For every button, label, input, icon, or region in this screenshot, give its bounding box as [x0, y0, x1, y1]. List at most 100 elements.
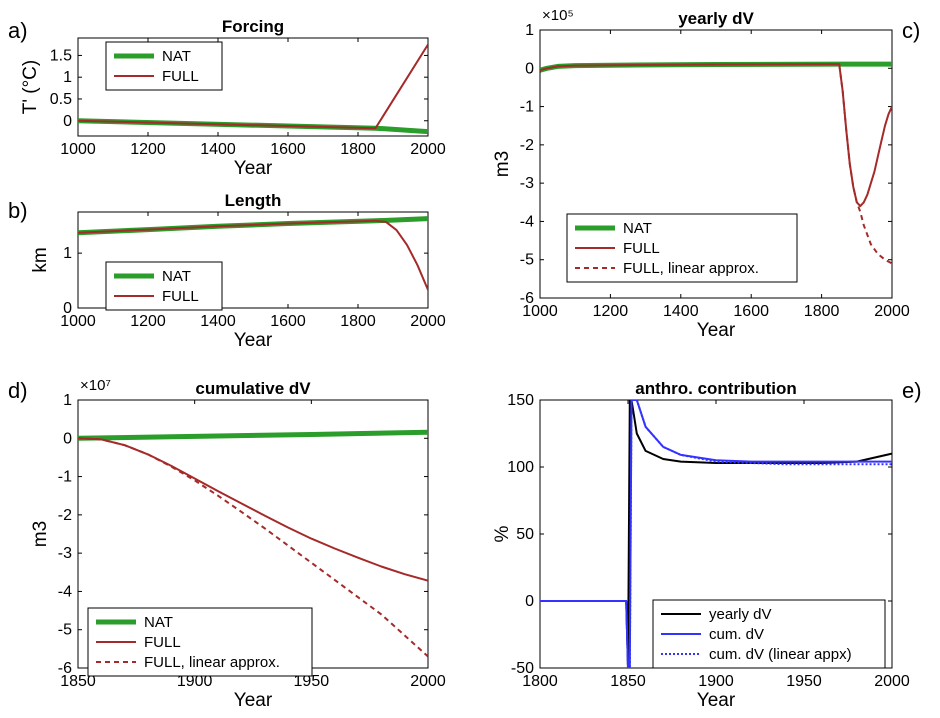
x-tick-label-c: 1600 [733, 303, 769, 320]
x-tick-label-b: 1800 [340, 313, 376, 330]
y-tick-label-e: 150 [507, 392, 534, 409]
x-axis-label-e: Year [697, 690, 736, 711]
panel-c-yearly-dv: 1000 1200 1400 1600 1800 2000 -6 -5 -4 -3 -2 -1 0 1 ye… [492, 7, 910, 341]
axes-box-a [77, 37, 429, 137]
legend-label-b-0: NAT [162, 268, 191, 285]
panel-letter-a: a) [8, 18, 28, 43]
legend-a: NAT FULL [105, 41, 223, 91]
y-tick-label-e: 0 [525, 593, 534, 610]
x-tick-label-b: 1200 [130, 313, 166, 330]
panel-letter-d: d) [8, 378, 28, 403]
y-tick-label-c: -2 [520, 137, 534, 154]
x-tick-label-a: 1000 [60, 141, 96, 158]
y-tick-label-a: 1 [63, 69, 72, 86]
y-tick-label-c: 0 [525, 60, 534, 77]
legend-label-e-2: cum. dV (linear appx) [709, 646, 852, 663]
series-line-e-2 [540, 400, 892, 668]
series-line-c-1 [540, 63, 892, 208]
series-line-c-2 [838, 63, 892, 265]
y-tick-label-c: -6 [520, 290, 534, 307]
legend-label-c-2: FULL, linear approx. [623, 260, 759, 277]
x-tick-label-e: 1950 [786, 673, 822, 690]
legend-b: NAT FULL [105, 261, 223, 311]
y-tick-label-c: -4 [520, 213, 534, 230]
x-tick-label-a: 1200 [130, 141, 166, 158]
x-tick-label-b: 1000 [60, 313, 96, 330]
x-tick-label-d: 1950 [294, 673, 330, 690]
chart-title-b: Length [225, 191, 282, 210]
legend-box-b [105, 261, 223, 311]
y-tick-label-b: 0 [63, 300, 72, 317]
panel-letter-b: b) [8, 198, 28, 223]
y-tick-label-d: 1 [63, 392, 72, 409]
y-tick-label-b: 1 [63, 245, 72, 262]
legend-label-a-1: FULL [162, 68, 199, 85]
legend-d: NAT FULL FULL, linear approx. [87, 607, 313, 677]
x-tick-label-c: 1400 [663, 303, 699, 320]
x-axis-label-a: Year [234, 158, 273, 179]
legend-label-c-1: FULL [623, 240, 660, 257]
y-axis-label-d: m3 [30, 521, 51, 547]
y-tick-label-c: -5 [520, 252, 534, 269]
x-tick-label-c: 1800 [804, 303, 840, 320]
panel-letter-e: e) [902, 378, 922, 403]
y-tick-label-a: 1.5 [50, 47, 72, 64]
series-line-e-0 [540, 400, 892, 668]
series-line-b-1 [78, 219, 428, 291]
x-tick-label-a: 1400 [200, 141, 236, 158]
x-tick-label-b: 1600 [270, 313, 306, 330]
axes-box-b [77, 211, 429, 309]
x-tick-label-d: 2000 [410, 673, 446, 690]
series-line-d-0 [78, 429, 428, 441]
chart-title-a: Forcing [222, 17, 284, 36]
y-axis-label-e: % [492, 525, 513, 542]
x-tick-label-e: 1800 [522, 673, 558, 690]
x-axis-label-d: Year [234, 690, 273, 711]
y-tick-label-c: -3 [520, 175, 534, 192]
series-line-e-1 [540, 400, 892, 668]
panel-e-anthro-contribution: 1800 1850 1900 1950 2000 -50 0 50 100 150 anthro. … [492, 379, 910, 711]
x-tick-label-d: 1850 [60, 673, 96, 690]
x-tick-label-a: 1800 [340, 141, 376, 158]
x-tick-label-c: 2000 [874, 303, 910, 320]
x-tick-label-e: 2000 [874, 673, 910, 690]
panel-letter-c: c) [902, 18, 920, 43]
series-line-a-1 [78, 43, 428, 130]
x-tick-label-e: 1850 [610, 673, 646, 690]
legend-label-e-1: cum. dV [709, 626, 764, 643]
x-tick-label-a: 2000 [410, 141, 446, 158]
y-tick-label-c: -1 [520, 99, 534, 116]
x-tick-label-e: 1900 [698, 673, 734, 690]
x-tick-label-c: 1000 [522, 303, 558, 320]
legend-e: yearly dV cum. dV cum. dV (linear appx) [652, 599, 886, 669]
legend-label-d-0: NAT [144, 614, 173, 631]
y-tick-label-d: 0 [63, 430, 72, 447]
y-tick-label-d: -3 [58, 545, 72, 562]
chart-title-d: cumulative dV [195, 379, 311, 398]
legend-label-d-1: FULL [144, 634, 181, 651]
legend-c: NAT FULL FULL, linear approx. [566, 213, 798, 283]
x-tick-label-c: 1200 [593, 303, 629, 320]
x-axis-label-b: Year [234, 330, 273, 351]
y-tick-label-e: 50 [516, 526, 534, 543]
panel-d-cumulative-dv: 1850 1900 1950 2000 -6 -5 -4 -3 -2 -1 0 1 cumulative… [30, 377, 446, 711]
y-tick-label-a: 0.5 [50, 91, 72, 108]
series-line-d-1 [78, 437, 428, 582]
panel-b-length: 1000 1200 1400 1600 1800 2000 0 1 Length Year km NA… [30, 191, 446, 351]
x-axis-label-c: Year [697, 320, 736, 341]
exponent-label-d: ×10⁷ [80, 377, 111, 394]
x-tick-label-b: 1400 [200, 313, 236, 330]
chart-title-e: anthro. contribution [635, 379, 796, 398]
legend-label-c-0: NAT [623, 220, 652, 237]
y-axis-label-b: km [30, 247, 51, 272]
exponent-label-c: ×10⁵ [542, 7, 574, 24]
legend-label-e-0: yearly dV [709, 606, 772, 623]
legend-label-d-2: FULL, linear approx. [144, 654, 280, 671]
axes-box-c [539, 29, 893, 299]
chart-title-c: yearly dV [678, 9, 754, 28]
y-tick-label-d: -6 [58, 660, 72, 677]
y-tick-label-a: 0 [63, 113, 72, 130]
y-tick-label-d: -4 [58, 583, 72, 600]
y-tick-label-d: -2 [58, 507, 72, 524]
